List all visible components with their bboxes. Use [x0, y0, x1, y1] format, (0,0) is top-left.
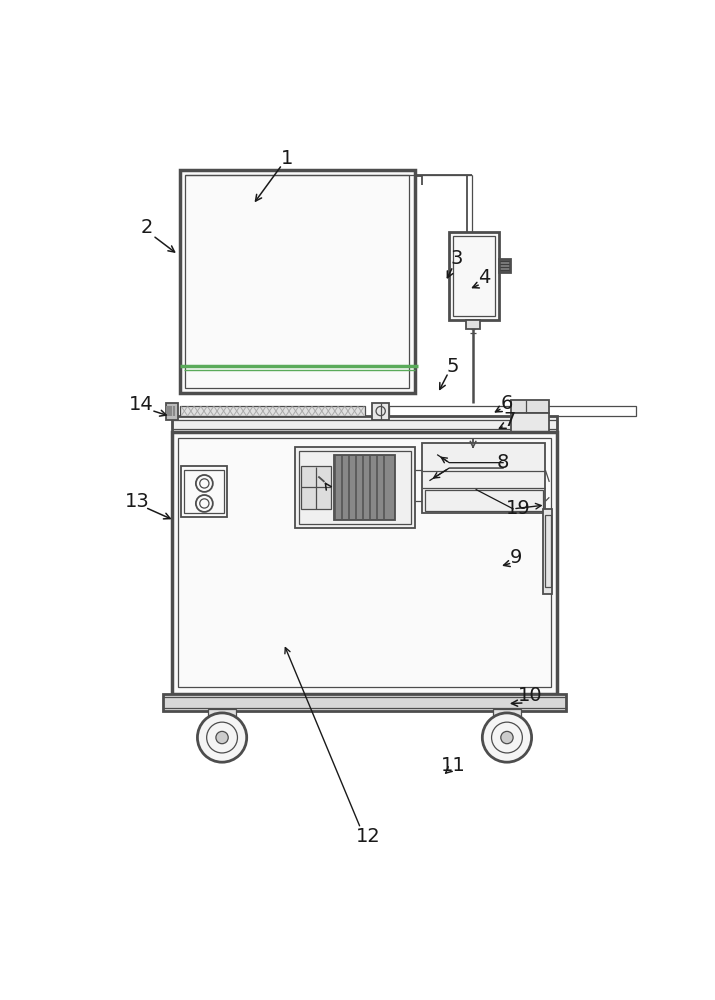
- Text: 12: 12: [356, 827, 380, 846]
- Bar: [373, 403, 389, 420]
- Text: 5: 5: [447, 357, 459, 376]
- Bar: [499, 259, 510, 272]
- Bar: [466, 320, 480, 329]
- Text: 7: 7: [503, 411, 516, 430]
- Bar: [163, 694, 566, 711]
- Bar: [302, 466, 330, 509]
- Bar: [334, 455, 395, 520]
- Bar: [493, 709, 521, 724]
- Bar: [172, 432, 557, 694]
- Bar: [511, 413, 549, 436]
- Bar: [208, 709, 236, 724]
- Bar: [299, 451, 410, 524]
- Text: 2: 2: [140, 218, 153, 237]
- Bar: [179, 170, 415, 393]
- Text: 13: 13: [125, 492, 149, 511]
- Bar: [184, 470, 225, 513]
- Bar: [178, 438, 551, 687]
- Bar: [511, 400, 549, 413]
- Text: 1: 1: [281, 149, 294, 168]
- Circle shape: [500, 731, 513, 744]
- Bar: [425, 490, 543, 511]
- Text: 4: 4: [478, 268, 490, 287]
- Circle shape: [197, 713, 247, 762]
- Bar: [182, 466, 227, 517]
- Bar: [172, 420, 557, 429]
- Bar: [389, 406, 636, 416]
- Text: 19: 19: [506, 499, 531, 518]
- Text: 11: 11: [440, 756, 465, 775]
- Text: 3: 3: [450, 249, 463, 268]
- Text: 10: 10: [518, 686, 543, 705]
- Text: 9: 9: [510, 548, 523, 567]
- Bar: [172, 416, 557, 432]
- Bar: [179, 406, 365, 416]
- Bar: [467, 443, 479, 453]
- Bar: [545, 515, 551, 587]
- Text: 6: 6: [500, 394, 513, 413]
- Bar: [543, 509, 553, 594]
- Text: 8: 8: [497, 453, 509, 472]
- Bar: [449, 232, 499, 320]
- Circle shape: [216, 731, 228, 744]
- Bar: [423, 443, 546, 513]
- Bar: [185, 175, 409, 388]
- Circle shape: [483, 713, 531, 762]
- Bar: [453, 235, 495, 316]
- Bar: [166, 403, 178, 420]
- Text: 14: 14: [129, 395, 154, 414]
- Bar: [295, 447, 415, 528]
